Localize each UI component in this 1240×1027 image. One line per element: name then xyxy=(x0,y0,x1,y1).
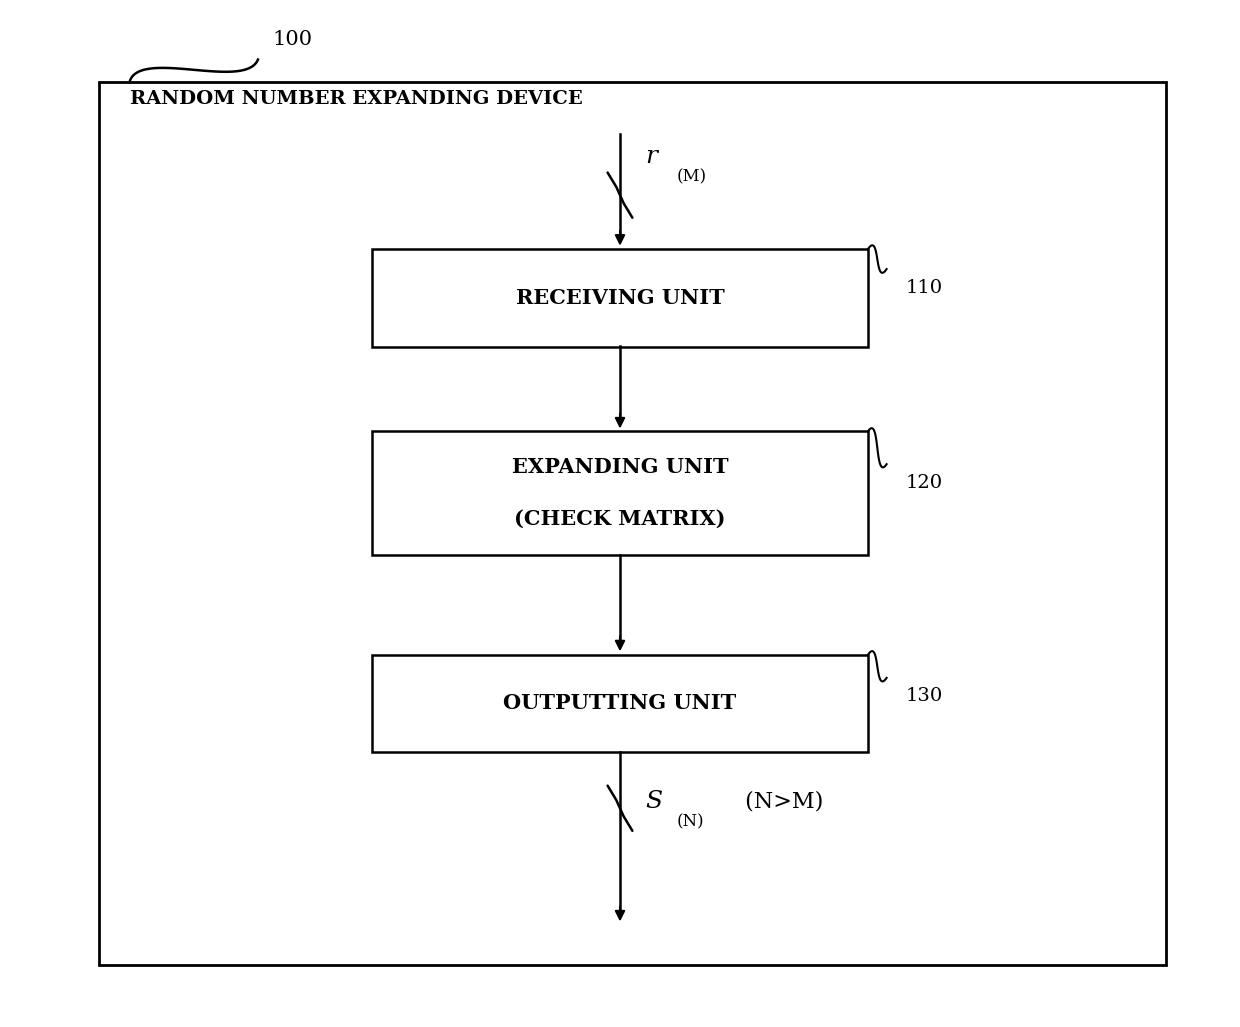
Text: 130: 130 xyxy=(905,687,942,706)
Text: (N): (N) xyxy=(677,813,704,830)
Bar xyxy=(372,250,868,347)
Bar xyxy=(372,431,868,555)
Bar xyxy=(372,655,868,752)
Text: (CHECK MATRIX): (CHECK MATRIX) xyxy=(515,508,725,529)
Bar xyxy=(99,82,1166,965)
Text: r: r xyxy=(645,145,657,167)
Text: 110: 110 xyxy=(905,278,942,297)
Text: (N>M): (N>M) xyxy=(738,790,823,812)
Text: RANDOM NUMBER EXPANDING DEVICE: RANDOM NUMBER EXPANDING DEVICE xyxy=(130,89,583,108)
Text: (M): (M) xyxy=(677,168,707,185)
Text: OUTPUTTING UNIT: OUTPUTTING UNIT xyxy=(503,693,737,714)
Text: 120: 120 xyxy=(905,473,942,492)
Text: 100: 100 xyxy=(273,30,312,48)
Text: EXPANDING UNIT: EXPANDING UNIT xyxy=(512,457,728,478)
Text: RECEIVING UNIT: RECEIVING UNIT xyxy=(516,288,724,308)
Text: S: S xyxy=(645,790,662,812)
